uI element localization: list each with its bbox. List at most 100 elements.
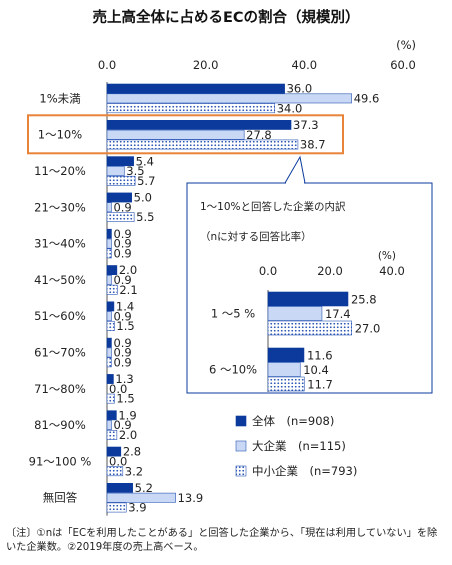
category-label: 51～60%	[34, 309, 86, 323]
bar-all	[106, 120, 292, 130]
data-label: 3.5	[126, 164, 144, 178]
data-label: 5.2	[135, 481, 153, 495]
category-label: 無回答	[43, 491, 78, 505]
legend-label: 全体 (n=908)	[252, 414, 334, 428]
bar-sme	[106, 321, 115, 331]
data-label: 1.4	[116, 300, 134, 314]
bar-all	[106, 301, 115, 312]
bar-large	[106, 166, 125, 176]
bar-sme	[106, 248, 112, 259]
inset-data-label: 17.4	[325, 307, 351, 321]
data-label: 1.9	[118, 408, 136, 422]
data-label: 27.8	[246, 128, 272, 142]
data-label: 2.0	[119, 263, 137, 277]
inset-box	[186, 182, 433, 394]
inset-x-tick-label: 40.0	[379, 264, 405, 278]
inset-x-tick-label: 20.0	[317, 264, 343, 278]
data-label: 3.9	[128, 501, 146, 515]
inset-category-label: 1 ～5 %	[211, 307, 255, 321]
category-label: 1～10%	[38, 128, 82, 142]
inset-bar-sme	[267, 376, 305, 392]
footnote: 〔注〕①nは「ECを利用したことがある」と回答した企業から、「現在は利用していな…	[6, 528, 438, 553]
category-label: 21～30%	[34, 200, 86, 214]
legend-swatch	[235, 465, 247, 477]
inset-data-label: 11.7	[307, 378, 333, 392]
data-label: 1.3	[115, 372, 133, 386]
legend-label: 大企業 (n=115)	[252, 439, 346, 453]
data-label: 0.9	[113, 418, 131, 432]
data-label: 0.0	[109, 382, 127, 396]
legend-swatch	[235, 440, 247, 452]
inset-data-label: 10.4	[303, 363, 329, 377]
x-tick-label: 0.0	[98, 58, 116, 72]
bar-sme	[106, 502, 127, 513]
callout-pointer	[284, 155, 306, 184]
inset-bar-large	[267, 362, 301, 377]
data-label: 0.9	[113, 227, 131, 241]
data-label: 0.9	[113, 346, 131, 360]
x-tick-label: 40.0	[292, 58, 318, 72]
data-label: 37.3	[293, 118, 319, 132]
data-label: 1.5	[116, 319, 134, 333]
bar-large	[106, 420, 112, 430]
data-label: 0.0	[109, 455, 127, 469]
data-label: 34.0	[277, 101, 303, 115]
bar-all	[106, 192, 132, 203]
data-label: 36.0	[287, 82, 313, 96]
x-tick-label: 20.0	[193, 58, 219, 72]
category-label: 71～80%	[34, 382, 86, 396]
data-label: 1.5	[116, 392, 134, 406]
data-label: 5.4	[136, 154, 154, 168]
bar-all	[106, 446, 122, 457]
bar-sme	[106, 466, 124, 477]
bar-sme	[106, 212, 135, 222]
data-label: 0.9	[113, 200, 131, 214]
data-label: 2.1	[119, 283, 137, 297]
bar-sme	[106, 393, 115, 404]
bar-sme	[106, 357, 112, 368]
inset-subtitle: （nに対する回答比率）	[200, 230, 312, 243]
category-label: 41～50%	[34, 273, 86, 287]
data-label: 0.9	[113, 237, 131, 251]
category-label: 1%未満	[39, 91, 80, 105]
bar-large	[106, 311, 112, 322]
data-label: 0.9	[113, 247, 131, 261]
inset-data-label: 25.8	[351, 293, 377, 307]
data-label: 0.9	[113, 273, 131, 287]
bar-all	[106, 228, 112, 239]
bar-sme	[106, 284, 118, 295]
data-label: 2.8	[123, 445, 141, 459]
bar-large	[106, 93, 352, 104]
bar-sme	[106, 139, 299, 150]
bar-large	[106, 129, 245, 140]
data-label: 49.6	[354, 92, 380, 106]
category-label: 91～100 %	[29, 454, 92, 468]
highlight-box	[27, 114, 344, 155]
category-label: 31～40%	[34, 237, 86, 251]
x-tick-label: 60.0	[390, 58, 416, 72]
inset-bar-large	[267, 306, 323, 321]
bar-all	[106, 156, 134, 167]
data-label: 3.2	[125, 464, 143, 478]
bar-all	[106, 337, 112, 348]
data-label: 38.7	[300, 138, 326, 152]
data-label: 0.9	[113, 336, 131, 350]
data-label: 5.5	[136, 210, 154, 224]
data-label: 0.9	[113, 355, 131, 369]
bar-sme	[106, 103, 276, 114]
category-label: 81～90%	[34, 418, 86, 432]
bar-all	[106, 265, 118, 275]
bar-all	[106, 83, 285, 94]
chart-title: 売上高全体に占めるECの割合（規模別）	[92, 8, 359, 26]
inset-bar-all	[267, 291, 349, 307]
inset-data-label: 11.6	[307, 349, 333, 363]
bar-all	[106, 410, 117, 421]
bar-all	[106, 482, 133, 493]
inset-unit-label: (%)	[378, 250, 396, 262]
bar-all	[106, 374, 114, 384]
unit-label: (%)	[396, 38, 416, 52]
category-label: 61～70%	[34, 346, 86, 360]
legend-label: 中小企業 (n=793)	[252, 464, 357, 478]
